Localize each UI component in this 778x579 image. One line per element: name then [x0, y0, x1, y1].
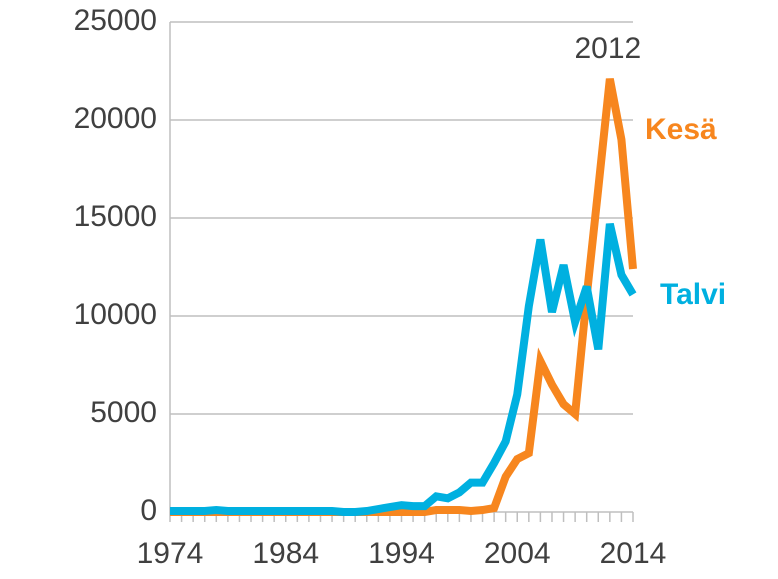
series-line: [170, 78, 637, 516]
series-line: [170, 222, 637, 516]
series-label: Talvi: [660, 278, 726, 311]
x-tick-label: 1974: [137, 537, 204, 570]
series-label: Kesä: [645, 113, 717, 146]
annotation: 2012: [574, 32, 641, 65]
x-tick-label: 1984: [252, 537, 319, 570]
x-tick-label: 2014: [600, 537, 667, 570]
y-tick-label: 10000: [74, 298, 157, 331]
y-tick-label: 20000: [74, 102, 157, 135]
x-tick-label: 2004: [484, 537, 551, 570]
y-tick-label: 25000: [74, 4, 157, 37]
y-tick-label: 15000: [74, 200, 157, 233]
y-tick-label: 5000: [90, 396, 157, 429]
y-tick-label: 0: [140, 494, 157, 527]
x-tick-label: 1994: [368, 537, 435, 570]
